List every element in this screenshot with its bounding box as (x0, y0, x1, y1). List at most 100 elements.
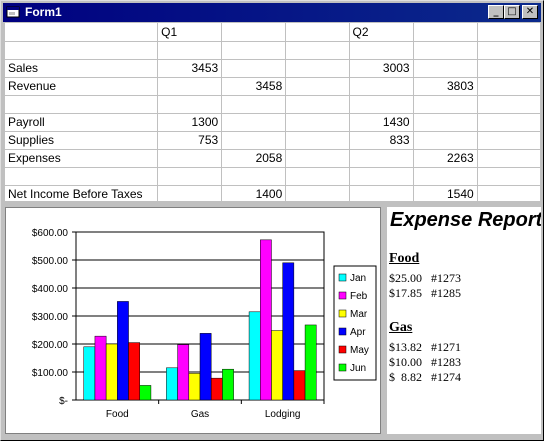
grid-cell[interactable] (221, 41, 287, 60)
grid-cell[interactable] (221, 23, 287, 42)
vertical-splitter[interactable] (381, 207, 387, 434)
legend-swatch (338, 345, 347, 354)
grid-cell[interactable] (221, 95, 287, 114)
grid-cell[interactable] (285, 77, 350, 96)
grid-cell[interactable]: 2263 (413, 149, 478, 168)
grid-cell[interactable]: 1400 (221, 185, 287, 201)
bar (139, 385, 152, 401)
bar (117, 301, 129, 401)
grid-cell[interactable] (221, 131, 287, 150)
grid-cell[interactable] (285, 59, 350, 78)
grid-cell[interactable] (5, 41, 159, 60)
grid-cell[interactable]: Revenue (5, 77, 159, 96)
grid-cell[interactable]: 1300 (157, 113, 223, 132)
grid-cell[interactable] (477, 113, 541, 132)
grid-cell[interactable] (413, 131, 478, 150)
grid-cell[interactable] (157, 95, 223, 114)
minimize-button[interactable]: _ (488, 5, 504, 19)
grid-cell[interactable]: 1540 (413, 185, 478, 201)
grid-cell[interactable]: Expenses (5, 149, 159, 168)
grid-cell[interactable] (477, 23, 541, 42)
grid-cell[interactable] (413, 23, 478, 42)
y-tick-label: $100.00 (32, 368, 69, 379)
grid-cell[interactable] (157, 149, 223, 168)
grid-cell[interactable] (413, 95, 478, 114)
grid-cell[interactable] (157, 185, 223, 201)
grid-cell[interactable]: Net Income Before Taxes (5, 185, 159, 201)
grid-cell[interactable]: Supplies (5, 131, 159, 150)
grid-cell[interactable] (349, 185, 414, 201)
bar (128, 342, 140, 401)
grid-cell[interactable] (413, 59, 478, 78)
legend-label: Jun (350, 363, 366, 374)
chart-pane: $600.00 $500.00 $400.00 $300.00 $200.00 $100.… (5, 207, 381, 434)
grid-cell[interactable]: Q2 (349, 23, 414, 42)
maximize-button[interactable]: □ (504, 5, 520, 19)
close-button[interactable]: ✕ (522, 5, 538, 19)
grid-cell[interactable] (157, 167, 223, 186)
grid-cell[interactable] (285, 113, 350, 132)
grid-cell[interactable] (349, 167, 414, 186)
grid-cell[interactable]: 1430 (349, 113, 414, 132)
grid-cell[interactable] (349, 41, 414, 60)
grid-cell[interactable] (157, 41, 223, 60)
grid-cell[interactable] (477, 167, 541, 186)
spreadsheet-grid[interactable]: Q1 Q2 Sales 3453 3003 Revenue 3458 3803 Payroll 1… (5, 23, 541, 201)
grid-cell[interactable] (221, 113, 287, 132)
x-tick-label: Lodging (265, 409, 301, 420)
x-tick-label: Gas (191, 409, 209, 420)
form-icon[interactable] (6, 5, 20, 19)
bar (199, 333, 212, 401)
grid-cell[interactable]: Payroll (5, 113, 159, 132)
grid-cell[interactable]: 2058 (221, 149, 287, 168)
grid-cell[interactable] (477, 185, 541, 201)
grid-cell[interactable] (477, 95, 541, 114)
bar (293, 370, 306, 401)
grid-cell[interactable]: 3003 (349, 59, 414, 78)
grid-cell[interactable]: 3453 (157, 59, 223, 78)
grid-cell[interactable] (285, 185, 350, 201)
grid-cell[interactable] (285, 23, 350, 42)
grid-cell[interactable] (157, 77, 223, 96)
grid-cell[interactable] (5, 167, 159, 186)
grid-cell[interactable] (349, 149, 414, 168)
grid-cell[interactable] (285, 167, 350, 186)
grid-cell[interactable] (285, 131, 350, 150)
grid-row (5, 167, 541, 186)
grid-cell[interactable]: 3458 (221, 77, 287, 96)
spreadsheet-body: Q1 Q2 Sales 3453 3003 Revenue 3458 3803 Payroll 1… (5, 23, 541, 201)
x-tick-label: Food (106, 409, 129, 420)
grid-cell[interactable] (349, 95, 414, 114)
grid-cell[interactable] (477, 59, 541, 78)
grid-cell[interactable]: Q1 (157, 23, 223, 42)
close-icon: ✕ (525, 6, 535, 17)
grid-cell[interactable] (413, 167, 478, 186)
bar (177, 344, 190, 401)
grid-cell[interactable] (285, 149, 350, 168)
grid-row: Sales 3453 3003 (5, 59, 541, 78)
grid-cell[interactable] (5, 95, 159, 114)
grid-cell[interactable] (477, 41, 541, 60)
grid-cell[interactable] (477, 149, 541, 168)
grid-cell[interactable] (413, 113, 478, 132)
grid-cell[interactable] (285, 95, 350, 114)
title-bar[interactable]: Form1 _ □ ✕ (3, 3, 541, 22)
grid-cell[interactable] (221, 59, 287, 78)
grid-cell[interactable]: 833 (349, 131, 414, 150)
grid-cell[interactable] (221, 167, 287, 186)
grid-cell[interactable] (5, 23, 159, 42)
grid-cell[interactable] (285, 41, 350, 60)
grid-cell[interactable] (477, 131, 541, 150)
grid-cell[interactable] (413, 41, 478, 60)
grid-cell[interactable]: Sales (5, 59, 159, 78)
report-heading-gas: Gas (389, 320, 413, 335)
grid-cell[interactable]: 3803 (413, 77, 478, 96)
grid-cell[interactable]: 753 (157, 131, 223, 150)
horizontal-splitter[interactable] (5, 201, 541, 207)
spreadsheet-table: Q1 Q2 Sales 3453 3003 Revenue 3458 3803 Payroll 1… (5, 23, 541, 201)
grid-cell[interactable] (477, 77, 541, 96)
grid-row: Payroll 1300 1430 (5, 113, 541, 132)
legend-label: Mar (350, 309, 368, 320)
report-line: $10.00 #1283 (389, 355, 461, 369)
grid-cell[interactable] (349, 77, 414, 96)
